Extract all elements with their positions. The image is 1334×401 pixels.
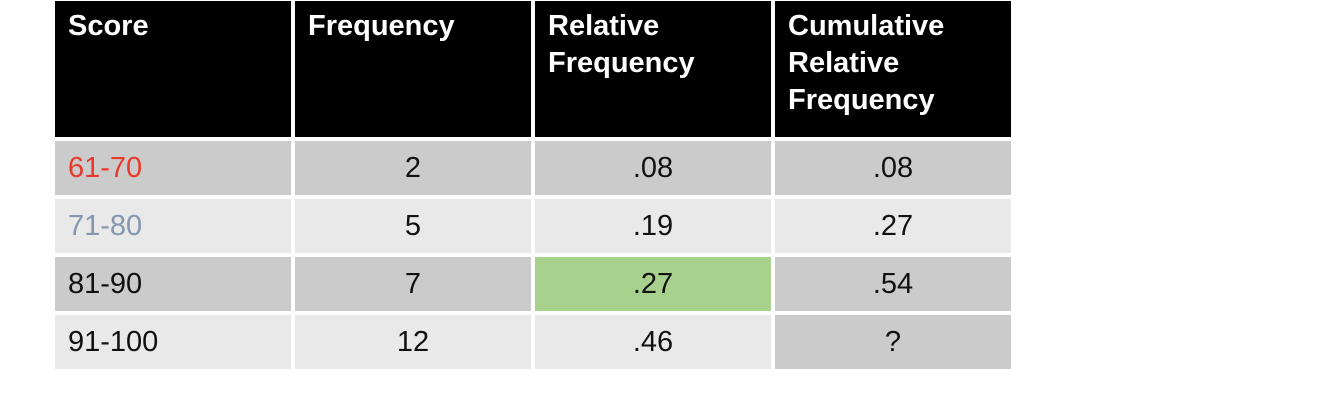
- row4-relative-frequency-cell: .46: [535, 315, 771, 369]
- row1-cumulative-cell: .08: [775, 141, 1011, 195]
- row4-frequency-cell: 12: [295, 315, 531, 369]
- row3-cumulative-cell: .54: [775, 257, 1011, 311]
- header-cell-cumulative-relative-frequency: Cumulative Relative Frequency: [775, 1, 1011, 137]
- frequency-table: Score Frequency Relative Frequency Cumul…: [55, 1, 1011, 369]
- row3-relative-frequency-cell-highlighted: .27: [535, 257, 771, 311]
- row2-cumulative-cell: .27: [775, 199, 1011, 253]
- row2-score-cell: 71-80: [55, 199, 291, 253]
- row4-score-cell: 91-100: [55, 315, 291, 369]
- row1-score-cell: 61-70: [55, 141, 291, 195]
- row2-frequency-cell: 5: [295, 199, 531, 253]
- row3-score-cell: 81-90: [55, 257, 291, 311]
- header-cell-frequency: Frequency: [295, 1, 531, 137]
- row4-cumulative-cell-unknown: ?: [775, 315, 1011, 369]
- row1-frequency-cell: 2: [295, 141, 531, 195]
- row1-relative-frequency-cell: .08: [535, 141, 771, 195]
- row3-frequency-cell: 7: [295, 257, 531, 311]
- header-cell-relative-frequency: Relative Frequency: [535, 1, 771, 137]
- row2-relative-frequency-cell: .19: [535, 199, 771, 253]
- header-cell-score: Score: [55, 1, 291, 137]
